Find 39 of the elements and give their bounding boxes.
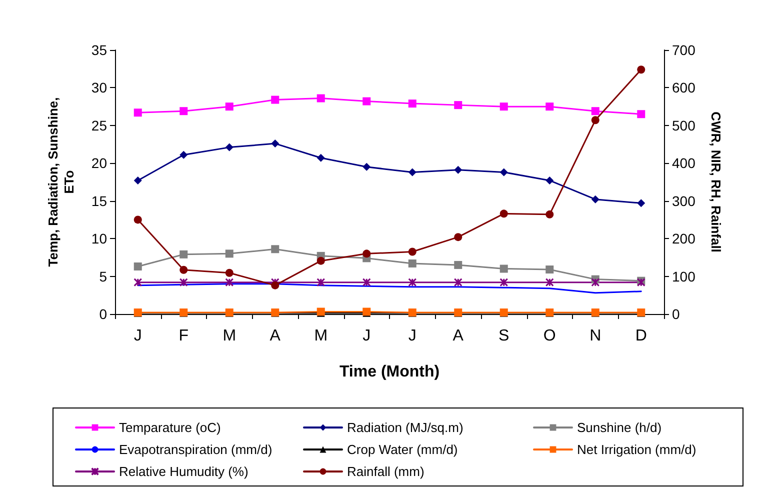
y2-tick-label: 700 [672,42,696,58]
x-tick-label: S [498,328,510,344]
y-tick-label: 10 [91,230,108,247]
y2-tick-label: 600 [672,80,696,96]
y-tick-label: 0 [99,306,108,322]
y2-tick-label: 500 [672,117,696,134]
legend-label: Crop Water (mm/d) [347,442,458,457]
x-tick-label: N [590,328,602,344]
y2-tick-label: 200 [672,230,696,247]
x-tick-label: J [134,328,142,344]
y2-tick-label: 300 [672,192,696,209]
y-tick-label: 15 [91,192,108,209]
y-tick-label: 35 [91,42,108,58]
y2-tick-label: 400 [672,155,696,172]
y-tick-label: 5 [99,268,108,284]
x-tick-label: M [222,328,236,344]
x-tick-label: D [635,328,647,344]
y-tick-label: 20 [91,155,108,172]
legend-label: Temparature (oC) [119,420,221,435]
x-tick-label: A [452,328,464,344]
x-tick-label: J [362,328,371,344]
y2-axis-title: CWR, NIR, RH, Rainfall [708,112,724,252]
x-tick-label: M [314,328,328,344]
x-tick-label: J [408,328,416,344]
legend-label: Evapotranspiration (mm/d) [119,442,272,457]
x-tick-label: F [178,328,189,344]
legend-label: Rainfall (mm) [347,464,424,479]
y2-tick-label: 100 [672,268,696,284]
y-tick-label: 25 [91,117,108,134]
legend-label: Sunshine (h/d) [577,420,662,435]
x-axis-title: Time (Month) [339,364,440,380]
legend-label: Relative Humudity (%) [119,464,248,479]
x-tick-label: O [543,328,556,344]
legend-label: Net Irrigation (mm/d) [577,442,696,457]
legend-label: Radiation (MJ/sq.m) [347,420,464,435]
x-tick-label: A [270,328,281,344]
y-tick-label: 30 [91,80,108,96]
y-axis-title: Temp, Radiation, Sunshine, ETo [46,97,76,267]
y2-tick-label: 0 [672,306,680,322]
